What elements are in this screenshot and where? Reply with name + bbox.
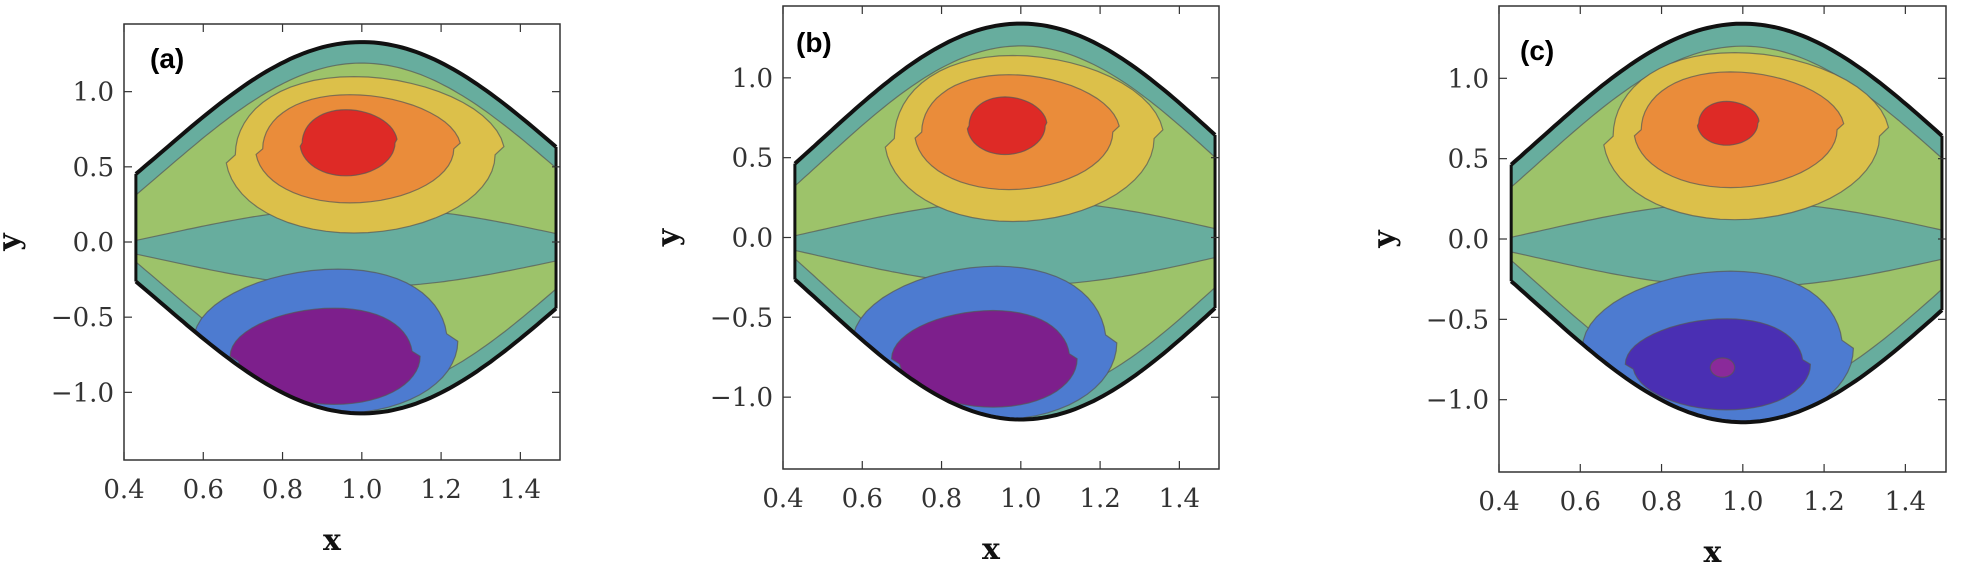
x-tick-label: 1.4 (1159, 484, 1200, 514)
y-tick-label: −1.0 (1426, 386, 1489, 416)
x-tick-label: 0.6 (1560, 487, 1601, 517)
y-tick-label: 0.5 (73, 153, 114, 183)
y-tick-label: 0.0 (1448, 225, 1489, 255)
upper-contour-level-3 (1696, 100, 1760, 146)
x-tick-label: 0.4 (762, 484, 803, 514)
x-axis-label: x (982, 532, 1001, 567)
y-tick-label: −0.5 (51, 303, 114, 333)
lower-wall (793, 277, 1217, 422)
x-tick-label: 0.6 (842, 484, 883, 514)
y-tick-label: 0.0 (73, 228, 114, 258)
panel-3: 0.4 0.6 0.8 1.0 1.2 1.4 −1.0 −0.5 0.0 0.5 1.0 x y (c) (1367, 5, 1947, 570)
panel-2: 0.4 0.6 0.8 1.0 1.2 1.4 −1.0 −0.5 0.0 0.5 1.0 x y (b) (651, 5, 1220, 567)
x-axis-label: x (323, 523, 342, 558)
y-axis-label: y (1367, 229, 1402, 249)
x-tick-label: 1.2 (420, 475, 461, 505)
y-tick-label: 1.0 (1448, 64, 1489, 94)
y-tick-label: 1.0 (73, 78, 114, 108)
upper-contour-level-3 (299, 109, 398, 177)
upper-wall (1509, 21, 1944, 167)
x-tick-label: 1.4 (1885, 487, 1926, 517)
y-tick-label: 0.5 (732, 144, 773, 174)
upper-wall (134, 40, 558, 176)
x-tick-label: 1.4 (500, 475, 541, 505)
lower-contour-level-2 (229, 307, 421, 406)
y-tick-label: −1.0 (51, 378, 114, 408)
x-tick-label: 1.0 (1722, 487, 1763, 517)
y-tick-label: 1.0 (732, 64, 773, 94)
y-axis-label: y (651, 227, 686, 247)
upper-contour-level-3 (966, 96, 1048, 156)
y-tick-label: 0.0 (732, 224, 773, 254)
y-axis-label: y (0, 232, 27, 252)
x-axis-label: x (1704, 535, 1723, 570)
x-tick-label: 0.4 (1478, 487, 1519, 517)
upper-wall (793, 21, 1217, 166)
lower-contour-level-3 (1709, 357, 1736, 378)
y-tick-label: 0.5 (1448, 145, 1489, 175)
lower-wall (1509, 279, 1944, 425)
x-tick-label: 0.6 (183, 475, 224, 505)
x-tick-label: 1.0 (341, 475, 382, 505)
panel-label: (a) (150, 43, 184, 74)
panel-label: (b) (796, 27, 832, 58)
y-tick-label: −0.5 (710, 303, 773, 333)
lower-contour-level-2 (890, 309, 1078, 408)
x-tick-label: 1.2 (1803, 487, 1844, 517)
x-tick-label: 0.8 (1641, 487, 1682, 517)
x-tick-label: 0.8 (921, 484, 962, 514)
lower-wall (134, 279, 558, 416)
x-tick-label: 0.8 (262, 475, 303, 505)
x-tick-label: 1.2 (1079, 484, 1120, 514)
panel-label: (c) (1520, 35, 1554, 66)
y-tick-label: −0.5 (1426, 305, 1489, 335)
x-tick-label: 1.0 (1000, 484, 1041, 514)
panel-1: 0.4 0.6 0.8 1.0 1.2 1.4 −1.0 −0.5 0.0 0.5 1.0 x y (a) (0, 23, 561, 558)
x-tick-label: 0.4 (103, 475, 144, 505)
y-tick-label: −1.0 (710, 383, 773, 413)
